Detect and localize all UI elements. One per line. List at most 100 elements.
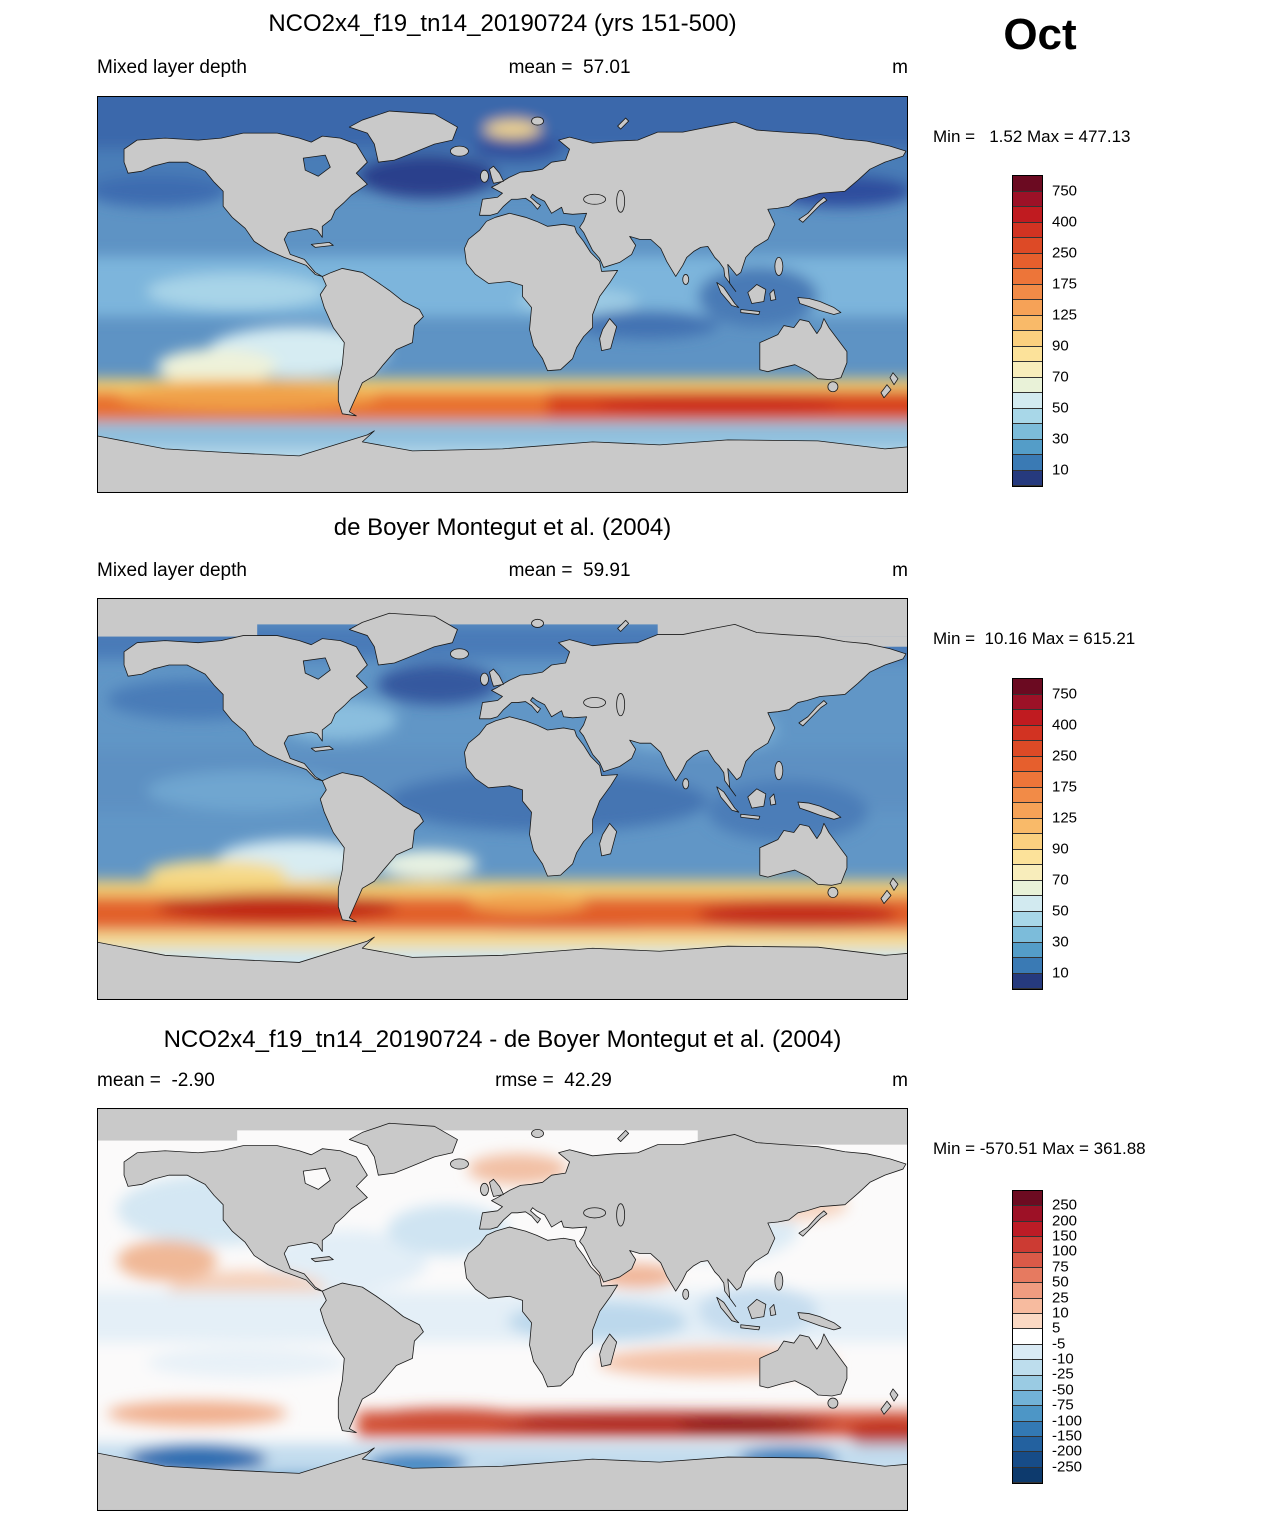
colorbar-cell (1013, 253, 1042, 269)
panel3-colorbar: 250 200 150 100 75 50 25 10 5 -5 -10 -25 -50 -75 -100-… (1012, 1190, 1082, 1484)
colorbar-cell (1013, 1191, 1042, 1207)
panel2-map-svg (97, 598, 908, 1000)
colorbar-cell (1013, 927, 1042, 943)
colorbar-tick-label: -250 (1052, 1458, 1083, 1476)
colorbar-cell (1013, 772, 1042, 788)
panel1-minmax: Min = 1.52 Max = 477.13 (933, 127, 1131, 146)
colorbar-cell (1013, 315, 1042, 331)
panel2-map (97, 598, 908, 1000)
colorbar-cell (1013, 191, 1042, 207)
panel2-minmax: Min = 10.16 Max = 615.21 (933, 629, 1136, 648)
panel3-header: mean = -2.90 rmse = 42.29 m (97, 1070, 908, 1092)
colorbar-tick-label: -50 (1052, 1381, 1074, 1399)
colorbar-cell (1013, 725, 1042, 741)
colorbar-cell (1013, 1314, 1042, 1330)
colorbar-tick-label: -5 (1052, 1335, 1066, 1353)
colorbar-cell (1013, 710, 1042, 726)
panel3-title: NCO2x4_f19_tn14_20190724 - de Boyer Mont… (163, 1026, 842, 1053)
colorbar-cell (1013, 1390, 1042, 1407)
colorbar-tick-label: 150 (1052, 1227, 1078, 1245)
colorbar-tick-label: 50 (1052, 399, 1069, 417)
panel2-colorbar: 750 400 250 175 125 90 70 50 30 10 (1012, 678, 1077, 990)
panel3-units-label: m (892, 1070, 908, 1091)
colorbar-cell (1013, 942, 1042, 958)
colorbar-tick-label: 70 (1052, 368, 1069, 386)
colorbar-tick-label: 250 (1052, 244, 1078, 262)
colorbar-cell (1013, 1298, 1042, 1314)
colorbar-tick-label: 400 (1052, 716, 1078, 734)
colorbar-cell (1013, 176, 1042, 192)
colorbar-tick-label: 10 (1052, 1304, 1069, 1322)
colorbar-cell (1013, 896, 1042, 912)
panel1-field-label: Mixed layer depth (97, 57, 247, 78)
panel1-map-svg (97, 96, 908, 493)
panel2-header: Mixed layer depth mean = 59.91 m (97, 560, 908, 582)
colorbar-tick-label: 90 (1052, 337, 1069, 355)
colorbar-tick-label: 125 (1052, 306, 1078, 324)
colorbar-cell (1013, 1360, 1042, 1376)
colorbar-cell (1013, 694, 1042, 710)
colorbar-cell (1013, 362, 1042, 378)
colorbar-tick-label: 750 (1052, 182, 1078, 200)
panel1-header: Mixed layer depth mean = 57.01 m (97, 57, 908, 79)
colorbar-cell (1013, 803, 1042, 819)
colorbar-cell (1013, 1237, 1042, 1253)
colorbar-tick-label: 750 (1052, 685, 1078, 703)
colorbar-cell (1013, 1406, 1042, 1422)
colorbar-cell (1013, 1421, 1042, 1437)
colorbar-cell (1013, 424, 1042, 440)
panel1-colorbar: 750 400 250 175 125 90 70 50 30 10 (1012, 175, 1077, 487)
colorbar-tick-label: 250 (1052, 1197, 1078, 1215)
panel1-title: NCO2x4_f19_tn14_20190724 (yrs 151-500) (268, 10, 737, 37)
panel2-units-label: m (892, 560, 908, 581)
colorbar-cell (1013, 880, 1042, 896)
colorbar-tick-label: 10 (1052, 461, 1069, 479)
colorbar-cell (1013, 393, 1042, 409)
colorbar-tick-label: 70 (1052, 871, 1069, 889)
colorbar-tick-label: 25 (1052, 1289, 1069, 1307)
colorbar-cell (1013, 455, 1042, 471)
panel3-map-svg (97, 1108, 908, 1511)
colorbar-tick-label: -100 (1052, 1412, 1083, 1430)
colorbar-cell (1013, 1329, 1042, 1345)
colorbar-cell (1013, 1452, 1042, 1468)
colorbar-tick-label: -150 (1052, 1427, 1083, 1445)
colorbar-cell (1013, 439, 1042, 455)
colorbar-cell (1013, 865, 1042, 881)
colorbar-tick-label: -200 (1052, 1442, 1083, 1460)
colorbar-cell (1013, 679, 1042, 695)
panel2-mean-label: mean = 59.91 (508, 560, 631, 581)
colorbar-tick-label: 10 (1052, 964, 1069, 982)
colorbar-cell (1013, 1344, 1042, 1361)
colorbar-tick-label: -75 (1052, 1396, 1074, 1414)
colorbar-tick-label: 200 (1052, 1212, 1078, 1230)
colorbar-cell (1013, 1206, 1042, 1222)
colorbar-tick-label: 30 (1052, 430, 1069, 448)
colorbar-tick-label: 175 (1052, 778, 1078, 796)
colorbar-cell (1013, 1252, 1042, 1268)
colorbar-cell (1013, 284, 1042, 300)
colorbar-tick-label: 50 (1052, 1273, 1069, 1291)
panel3-minmax: Min = -570.51 Max = 361.88 (933, 1139, 1146, 1158)
colorbar-cell (1013, 346, 1042, 362)
colorbar-cell (1013, 787, 1042, 803)
colorbar-cell (1013, 741, 1042, 757)
panel3-rmse-label: rmse = 42.29 (495, 1070, 612, 1091)
colorbar-cell (1013, 331, 1042, 347)
colorbar-cell (1013, 756, 1042, 772)
colorbar-tick-label: 125 (1052, 809, 1078, 827)
colorbar-tick-label: -10 (1052, 1350, 1074, 1368)
colorbar-tick-label: 175 (1052, 275, 1078, 293)
panel3-mean-label: mean = -2.90 (97, 1070, 215, 1091)
panel1-mean-label: mean = 57.01 (508, 57, 631, 78)
colorbar-cell (1013, 222, 1042, 238)
colorbar-cell (1013, 973, 1042, 989)
colorbar-cell (1013, 377, 1042, 393)
panel2-title: de Boyer Montegut et al. (2004) (333, 514, 672, 541)
colorbar-cell (1013, 207, 1042, 223)
colorbar-cell (1013, 269, 1042, 285)
colorbar-cell (1013, 1221, 1042, 1238)
panel2-field-label: Mixed layer depth (97, 560, 247, 581)
colorbar-cell (1013, 300, 1042, 316)
